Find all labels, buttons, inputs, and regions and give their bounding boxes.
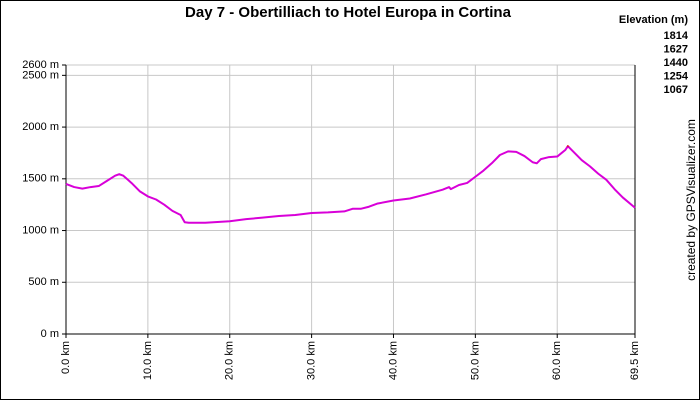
y-tick-label: 500 m xyxy=(28,276,59,288)
x-tick-label: 60.0 km xyxy=(551,341,563,380)
y-tick-label: 2000 m xyxy=(22,121,59,133)
y-tick-label: 0 m xyxy=(41,328,59,340)
legend-value: 1440 xyxy=(664,57,688,69)
x-tick-label: 30.0 km xyxy=(306,341,318,380)
legend-value: 1254 xyxy=(664,70,689,82)
x-tick-label: 0.0 km xyxy=(60,341,72,374)
y-tick-label: 2600 m xyxy=(22,59,59,71)
x-tick-label: 40.0 km xyxy=(387,341,399,380)
elevation-line xyxy=(65,145,636,224)
x-tick-label: 20.0 km xyxy=(224,341,236,380)
chart-title: Day 7 - Obertilliach to Hotel Europa in … xyxy=(185,4,512,21)
legend-title: Elevation (m) xyxy=(619,14,688,26)
x-tick-label: 50.0 km xyxy=(469,341,481,380)
x-tick-label: 69.5 km xyxy=(629,341,641,380)
legend-value: 1067 xyxy=(664,84,688,96)
legend-value: 1627 xyxy=(664,43,688,55)
y-tick-label: 1500 m xyxy=(22,173,59,185)
y-tick-label: 2500 m xyxy=(22,69,59,81)
x-tick-label: 10.0 km xyxy=(142,341,154,380)
legend-value: 1814 xyxy=(664,30,689,42)
credit: created by GPSVisualizer.com xyxy=(684,119,698,281)
y-tick-label: 1000 m xyxy=(22,224,59,236)
